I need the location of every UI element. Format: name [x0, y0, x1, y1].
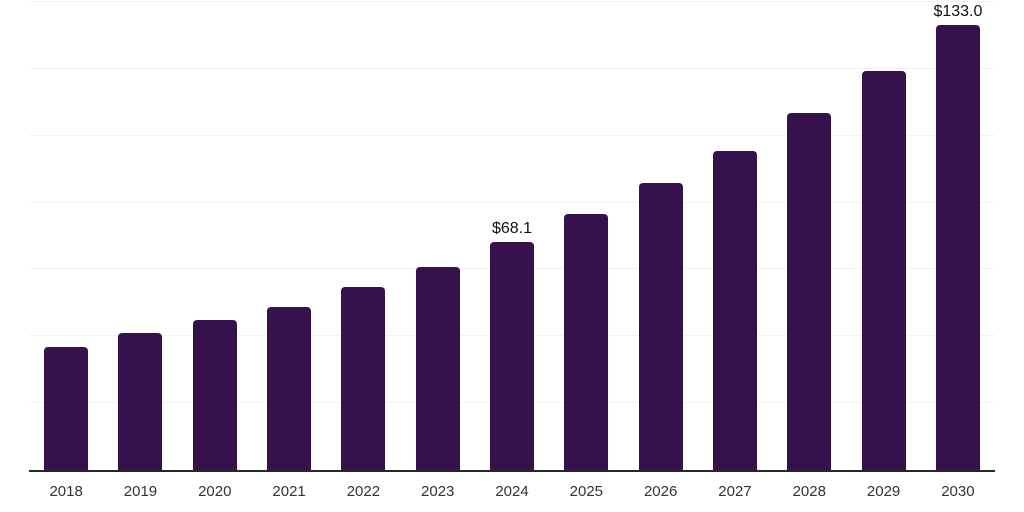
bar-group-2027	[698, 2, 772, 470]
x-tick-label-2024: 2024	[495, 483, 529, 500]
bar-value-label: $68.1	[492, 220, 533, 238]
bar-group-2028	[772, 2, 846, 470]
bar-group-2025	[549, 2, 623, 470]
bar-2030	[935, 25, 980, 470]
bar-group-2019	[103, 2, 177, 470]
bar-group-2018	[29, 2, 103, 470]
x-tick-label-2029: 2029	[866, 483, 901, 500]
bar-2018	[44, 346, 89, 470]
bar-2019	[118, 332, 163, 470]
x-tick-label-2023: 2023	[421, 483, 455, 500]
bar-group-2029	[846, 2, 920, 470]
bar-group-2021	[252, 2, 326, 470]
x-tick-label-2021: 2021	[272, 483, 306, 500]
x-tick-label-2020: 2020	[198, 483, 232, 500]
bar-2022	[341, 287, 386, 470]
x-tick-label-2025: 2025	[569, 483, 604, 500]
bar-2028	[787, 112, 832, 470]
x-tick-label-2028: 2028	[792, 483, 826, 500]
bar-series: $68.1 $133.0	[29, 2, 995, 470]
bar-2023	[415, 267, 460, 470]
x-tick-label-2019: 2019	[123, 483, 158, 500]
bar-2025	[564, 213, 609, 470]
gridline	[29, 134, 995, 136]
bar-group-2022	[326, 2, 400, 470]
x-tick-label-2030: 2030	[941, 483, 975, 500]
bar-2020	[192, 319, 237, 470]
bar-group-2026	[624, 2, 698, 470]
bar-2021	[267, 306, 312, 470]
bar-group-2023	[401, 2, 475, 470]
x-tick-label-2026: 2026	[643, 483, 678, 500]
bar-2026	[638, 183, 683, 470]
bar-group-2024: $68.1	[475, 2, 549, 470]
x-axis-labels: 2018 2019 2020 2021 2022 2023 2024 2025 2026 2027…	[29, 483, 995, 500]
bar-2029	[861, 71, 906, 470]
bar-group-2020	[178, 2, 252, 470]
bar-2027	[712, 151, 757, 470]
bar-group-2030: $133.0	[921, 2, 995, 470]
x-tick-label-2022: 2022	[346, 483, 381, 500]
gridline	[29, 1, 995, 2]
x-tick-label-2027: 2027	[718, 483, 752, 500]
x-tick-label-2018: 2018	[49, 483, 83, 500]
bar-value-label: $133.0	[933, 3, 983, 21]
gridline	[29, 67, 995, 69]
gridline	[29, 201, 995, 203]
plot-area: $68.1 $133.0	[29, 1, 995, 472]
bar-2024	[490, 242, 535, 470]
